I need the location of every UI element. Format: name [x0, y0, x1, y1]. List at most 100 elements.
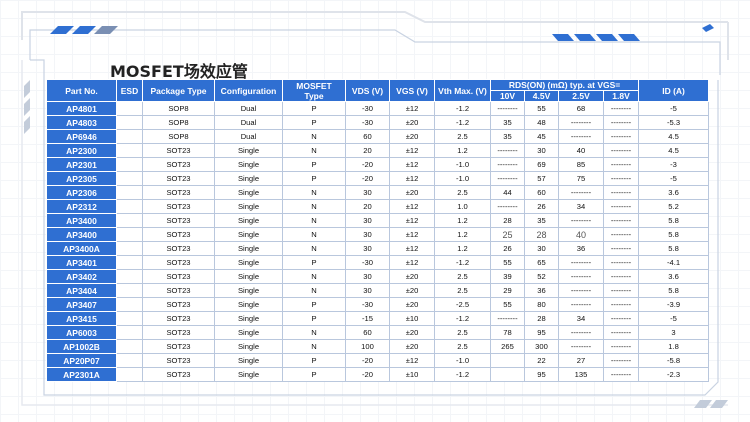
esd-cell [116, 297, 143, 312]
vds-cell: 30 [345, 283, 390, 298]
rds-4-5v-cell: 30 [524, 143, 559, 158]
rds-10v-cell [490, 353, 525, 368]
vth-cell: 1.2 [434, 227, 491, 242]
package-cell: SOT23 [142, 325, 215, 340]
configuration-cell: Dual [214, 115, 283, 130]
vth-cell: 2.5 [434, 185, 491, 200]
rds-4-5v-cell: 22 [524, 353, 559, 368]
rds-10v-cell: -------- [490, 311, 525, 326]
rds-1-8v-cell: -------- [602, 129, 640, 144]
id-cell: 5.2 [638, 199, 710, 214]
configuration-cell: Single [214, 283, 283, 298]
part-no-cell: AP3400 [46, 227, 117, 242]
rds-10v-cell: -------- [490, 101, 525, 116]
configuration-cell: Single [214, 241, 283, 256]
part-no-cell: AP3400A [46, 241, 117, 256]
rds-2-5v-cell: 36 [558, 241, 604, 256]
mosfet-type-cell: N [282, 339, 346, 354]
part-no-cell: AP3415 [46, 311, 117, 326]
package-cell: SOP8 [142, 101, 215, 116]
package-cell: SOP8 [142, 129, 215, 144]
vds-cell: 100 [345, 339, 390, 354]
vds-cell: -30 [345, 297, 390, 312]
table-row: AP3400 SOT23 Single N 30 ±12 1.2 28 35 -------- --… [46, 213, 710, 228]
esd-cell [116, 115, 143, 130]
header-vds: VDS (V) [345, 79, 390, 102]
rds-10v-cell: 35 [490, 115, 525, 130]
part-no-cell: AP4803 [46, 115, 117, 130]
esd-cell [116, 171, 143, 186]
package-cell: SOT23 [142, 157, 215, 172]
vth-cell: 2.5 [434, 129, 491, 144]
mosfet-table: Part No. ESD Package Type Configuration … [46, 79, 710, 382]
rds-1-8v-cell: -------- [602, 353, 640, 368]
part-no-cell: AP4801 [46, 101, 117, 116]
table-row: AP3402 SOT23 Single N 30 ±20 2.5 39 52 -------- --… [46, 269, 710, 284]
id-cell: 5.8 [638, 213, 710, 228]
configuration-cell: Single [214, 213, 283, 228]
esd-cell [116, 269, 143, 284]
rds-4-5v-cell: 60 [524, 185, 559, 200]
mosfet-type-cell: N [282, 143, 346, 158]
rds-2-5v-cell: -------- [558, 339, 604, 354]
table-row: AP3400 SOT23 Single N 30 ±12 1.2 25 28 40 --------… [46, 227, 710, 242]
configuration-cell: Single [214, 297, 283, 312]
mosfet-type-cell: P [282, 367, 346, 382]
configuration-cell: Single [214, 143, 283, 158]
mosfet-type-cell: P [282, 157, 346, 172]
part-no-cell: AP2301A [46, 367, 117, 382]
part-no-cell: AP3402 [46, 269, 117, 284]
table-row: AP6003 SOT23 Single N 60 ±20 2.5 78 95 -------- --… [46, 325, 710, 340]
package-cell: SOT23 [142, 255, 215, 270]
package-cell: SOT23 [142, 353, 215, 368]
rds-4-5v-cell: 30 [524, 241, 559, 256]
esd-cell [116, 339, 143, 354]
rds-2-5v-cell: -------- [558, 213, 604, 228]
package-cell: SOT23 [142, 143, 215, 158]
header-rds-1-8v: 1.8V [602, 90, 640, 102]
vds-cell: -20 [345, 367, 390, 382]
rds-1-8v-cell: -------- [602, 213, 640, 228]
mosfet-type-cell: N [282, 213, 346, 228]
rds-2-5v-cell: 40 [558, 227, 604, 242]
esd-cell [116, 157, 143, 172]
id-cell: -4.1 [638, 255, 710, 270]
header-part-no: Part No. [46, 79, 117, 102]
rds-2-5v-cell: 40 [558, 143, 604, 158]
esd-cell [116, 255, 143, 270]
vth-cell: -1.0 [434, 171, 491, 186]
rds-2-5v-cell: -------- [558, 325, 604, 340]
rds-4-5v-cell: 65 [524, 255, 559, 270]
rds-4-5v-cell: 48 [524, 115, 559, 130]
rds-10v-cell: 26 [490, 241, 525, 256]
rds-2-5v-cell: -------- [558, 269, 604, 284]
rds-1-8v-cell: -------- [602, 143, 640, 158]
vds-cell: 30 [345, 185, 390, 200]
vgs-cell: ±20 [389, 297, 435, 312]
configuration-cell: Single [214, 367, 283, 382]
vgs-cell: ±20 [389, 129, 435, 144]
configuration-cell: Single [214, 269, 283, 284]
table-row: AP2305 SOT23 Single P -20 ±12 -1.0 -------- 57 75… [46, 171, 710, 186]
rds-4-5v-cell: 57 [524, 171, 559, 186]
package-cell: SOT23 [142, 199, 215, 214]
package-cell: SOT23 [142, 367, 215, 382]
rds-10v-cell: 55 [490, 255, 525, 270]
esd-cell [116, 101, 143, 116]
esd-cell [116, 311, 143, 326]
header-rds-on: RDS(ON) (mΩ) typ. at VGS= [489, 79, 640, 91]
id-cell: 3 [638, 325, 710, 340]
vth-cell: -1.2 [434, 255, 491, 270]
part-no-cell: AP3404 [46, 283, 117, 298]
vth-cell: 2.5 [434, 283, 491, 298]
rds-1-8v-cell: -------- [602, 325, 640, 340]
vds-cell: 30 [345, 213, 390, 228]
rds-1-8v-cell: -------- [602, 199, 640, 214]
id-cell: 4.5 [638, 129, 710, 144]
table-row: AP2312 SOT23 Single N 20 ±12 1.0 -------- 26 34 --… [46, 199, 710, 214]
header-package-type: Package Type [142, 79, 215, 102]
vgs-cell: ±20 [389, 325, 435, 340]
part-no-cell: AP1002B [46, 339, 117, 354]
id-cell: -5 [638, 101, 710, 116]
vth-cell: 2.5 [434, 325, 491, 340]
